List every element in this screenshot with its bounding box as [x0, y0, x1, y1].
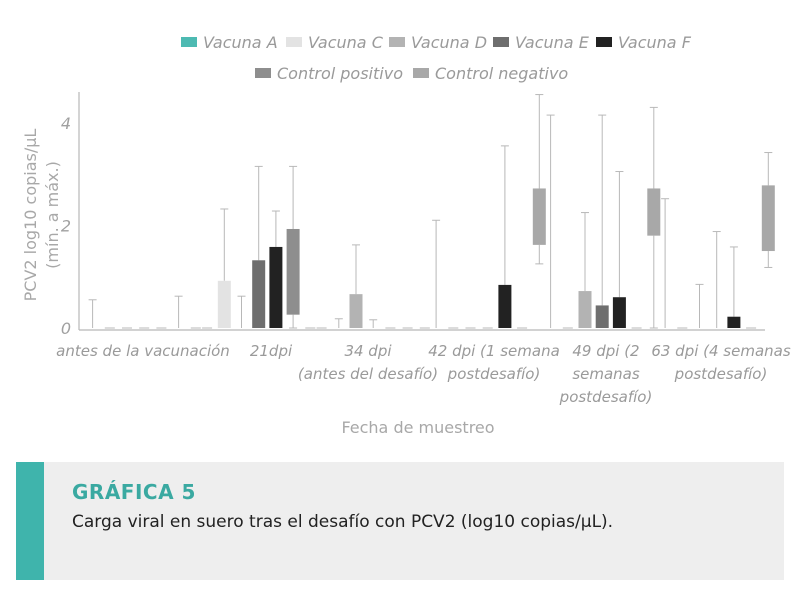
legend-item-5: Control positivo	[255, 64, 403, 83]
box-4-3	[498, 145, 512, 328]
box-marks	[88, 94, 775, 329]
legend-swatch	[181, 37, 197, 47]
legend-label: Vacuna D	[411, 33, 487, 52]
legend-label: Vacuna A	[203, 33, 278, 52]
chart-legend: Vacuna A Vacuna C Vacuna D Vacuna E Vacuna F…	[181, 33, 692, 83]
box-2-1	[237, 295, 246, 328]
y-tick-label-0: 0	[61, 319, 71, 338]
box-body	[647, 188, 661, 236]
box-0-5	[661, 198, 670, 328]
legend-swatch	[413, 68, 429, 78]
legend-item-2: Vacuna D	[389, 33, 487, 52]
legend-swatch	[493, 37, 509, 47]
legend-swatch	[596, 37, 612, 47]
x-category-label-0: antes de la vacunación	[56, 342, 230, 360]
figure-caption-box: GRÁFICA 5 Carga viral en suero tras el d…	[16, 462, 784, 580]
y-axis-title: PCV2 log10 copias/µL	[21, 129, 40, 302]
chart-axes	[78, 92, 765, 331]
legend-label: Vacuna E	[515, 33, 590, 52]
legend-swatch	[286, 37, 302, 47]
box-1-2	[334, 318, 343, 328]
legend-swatch	[389, 37, 405, 47]
viral-load-box-chart: Vacuna A Vacuna C Vacuna D Vacuna E Vacuna F…	[21, 33, 791, 437]
box-body	[595, 305, 609, 328]
box-5-0	[174, 295, 183, 328]
y-tick-label-2: 4	[61, 114, 71, 133]
box-2-5	[695, 283, 704, 328]
box-3-4	[595, 114, 609, 328]
legend-label: Vacuna F	[618, 33, 692, 52]
box-3-2	[369, 319, 378, 328]
y-tick-label-1: 2	[61, 216, 71, 235]
box-1-1	[217, 208, 231, 328]
box-body	[761, 185, 775, 252]
y-axis-subtitle: (mín. a máx.)	[43, 161, 62, 269]
box-4-4	[612, 171, 626, 328]
x-category-label-2: 34 dpi (antes del desafío)	[298, 342, 438, 383]
box-body	[286, 228, 300, 315]
legend-item-6: Control negativo	[413, 64, 568, 83]
x-category-label-1: 21dpi	[250, 342, 293, 360]
box-body	[612, 297, 626, 328]
x-category-label-4: 49 dpi (2 semanas postdesafío)	[559, 342, 653, 406]
box-body	[727, 316, 741, 328]
legend-item-3: Vacuna E	[493, 33, 590, 52]
box-body	[217, 280, 231, 328]
box-body	[349, 294, 363, 328]
box-4-1	[269, 210, 283, 328]
figure-caption-text: Carga viral en suero tras el desafío con…	[72, 512, 614, 532]
box-body	[252, 260, 266, 328]
box-4-5	[727, 246, 741, 328]
box-3-5	[712, 231, 721, 328]
legend-label: Control positivo	[277, 64, 403, 83]
y-ticks: 0 2 4	[61, 114, 71, 338]
x-axis-title: Fecha de muestreo	[341, 418, 494, 437]
x-category-label-3: 42 dpi (1 semana postdesafío)	[428, 342, 560, 383]
legend-label: Vacuna C	[308, 33, 384, 52]
category-labels: antes de la vacunación 21dpi 34 dpi (antes …	[56, 342, 791, 406]
legend-swatch	[255, 68, 271, 78]
box-body	[269, 246, 283, 328]
legend-item-1: Vacuna C	[286, 33, 384, 52]
box-2-2	[349, 244, 363, 328]
box-body	[498, 284, 512, 328]
legend-item-0: Vacuna A	[181, 33, 278, 52]
legend-label: Control negativo	[435, 64, 568, 83]
box-0-4	[546, 114, 555, 328]
box-body	[532, 188, 546, 245]
box-5-1	[286, 165, 300, 329]
box-body	[578, 291, 592, 328]
box-2-4	[578, 212, 592, 328]
box-0-3	[432, 219, 441, 328]
figure-number: GRÁFICA 5	[72, 480, 196, 504]
box-6-4	[647, 106, 661, 329]
box-3-1	[252, 165, 266, 328]
box-6-3	[532, 94, 546, 265]
caption-accent-bar	[16, 462, 44, 580]
box-0-0	[88, 299, 97, 328]
legend-item-4: Vacuna F	[596, 33, 692, 52]
x-category-label-5: 63 dpi (4 semanas postdesafío)	[651, 342, 791, 383]
box-6-5	[761, 152, 775, 268]
